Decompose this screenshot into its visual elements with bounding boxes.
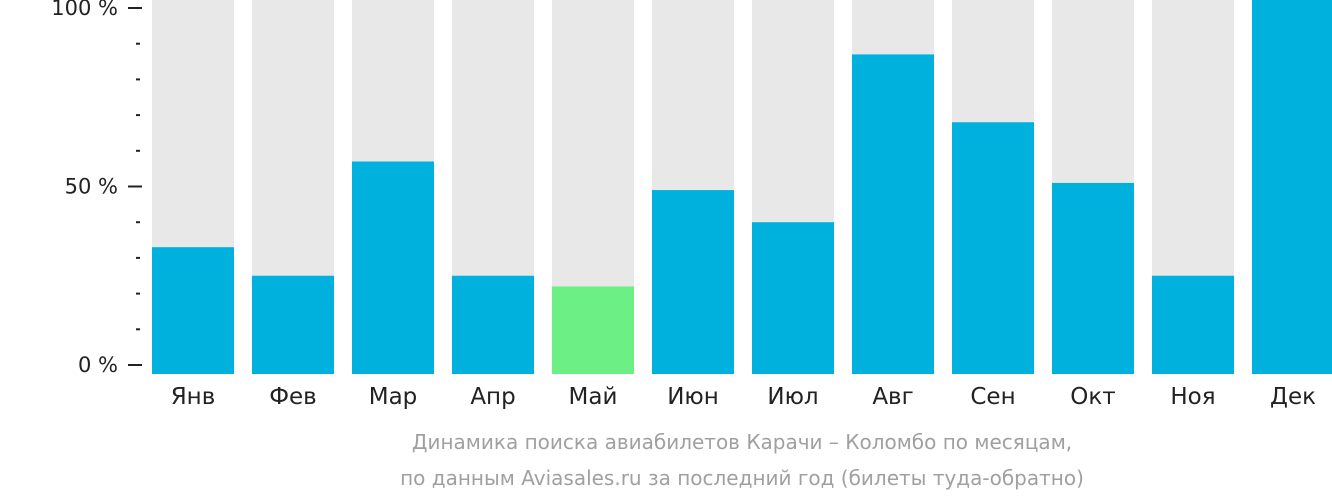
bar-Сен <box>952 122 1034 375</box>
chart-caption-line-2: по данным Aviasales.ru за последний год … <box>400 466 1084 490</box>
bar-Авг <box>852 54 934 374</box>
bar-Апр <box>452 275 534 374</box>
bar-Мар <box>352 161 434 374</box>
bar-Июн <box>652 190 734 374</box>
x-tick-label: Июл <box>767 384 818 410</box>
x-tick-label: Апр <box>470 384 515 410</box>
y-axis: 0 % 50 % 100 % <box>51 0 142 377</box>
x-tick-label: Май <box>569 384 618 410</box>
x-tick-label: Мар <box>369 384 418 410</box>
y-tick-label: 0 % <box>78 353 118 377</box>
bar-chart: 0 % 50 % 100 % Янв Фев Мар Апр Май Июн Июл Авг Сен… <box>51 0 1332 410</box>
x-tick-label: Фев <box>269 384 317 410</box>
y-tick-label: 50 % <box>65 175 118 199</box>
x-tick-label: Окт <box>1070 384 1115 410</box>
bar-Май <box>552 286 634 374</box>
x-tick-label: Ноя <box>1170 384 1215 410</box>
x-tick-label: Июн <box>667 384 719 410</box>
bars <box>152 0 1332 375</box>
bar-Окт <box>1052 182 1134 374</box>
x-tick-label: Дек <box>1270 384 1316 410</box>
x-tick-label: Сен <box>970 384 1015 410</box>
x-axis: Янв Фев Мар Апр Май Июн Июл Авг Сен Окт Ноя Дек <box>171 384 1316 410</box>
bar-Ноя <box>1152 275 1234 374</box>
x-tick-label: Авг <box>872 384 913 410</box>
chart-caption-line-1: Динамика поиска авиабилетов Карачи – Кол… <box>411 430 1073 454</box>
bar-Фев <box>252 275 334 374</box>
y-tick-label: 100 % <box>51 0 118 20</box>
bar-Июл <box>752 222 834 374</box>
bar-Янв <box>152 247 234 374</box>
x-tick-label: Янв <box>171 384 216 410</box>
bar-Дек <box>1252 0 1332 374</box>
